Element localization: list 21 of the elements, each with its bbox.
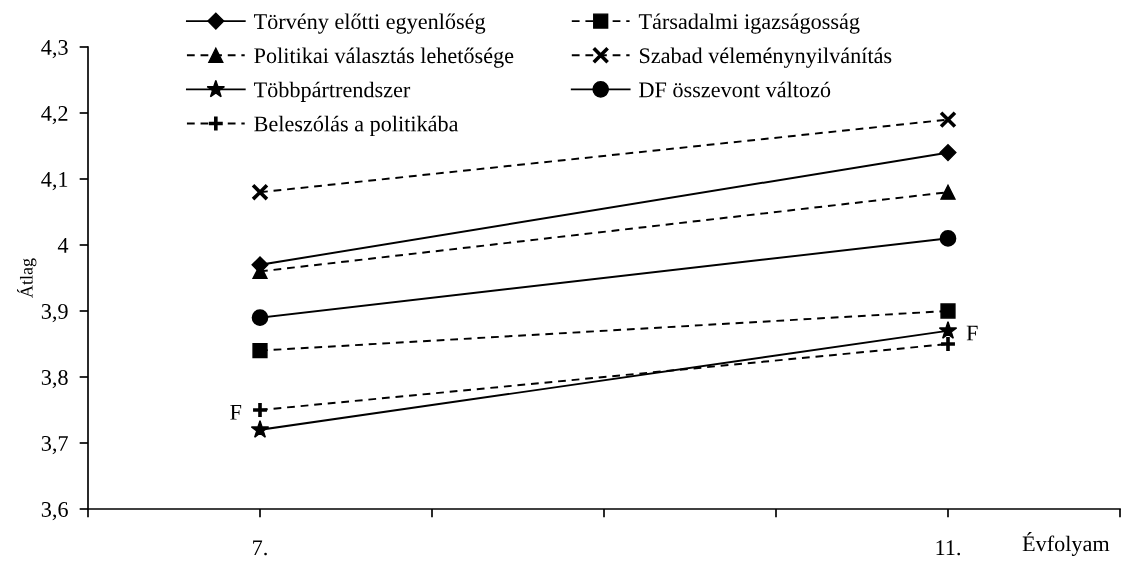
x-axis-title: Évfolyam <box>1022 532 1110 556</box>
y-tick-label: 4,2 <box>41 105 68 125</box>
legend-label: Politikai választás lehetősége <box>254 47 514 68</box>
y-tick-label: 3,9 <box>41 303 68 323</box>
y-axis-title: Átlag <box>17 258 37 298</box>
x-tick-label: 7. <box>253 540 267 556</box>
y-tick-label: 3,7 <box>41 435 68 455</box>
x-tick-label: 11. <box>936 540 961 556</box>
legend-label: Törvény előtti egyenlőség <box>254 13 486 34</box>
annotation: F <box>230 404 242 420</box>
legend-label: DF összevont változó <box>639 81 831 98</box>
legend-label: Társadalmi igazságosság <box>638 13 860 34</box>
y-tick-label: 3,8 <box>41 369 68 389</box>
y-tick-label: 4,1 <box>41 172 68 191</box>
annotation: F <box>966 325 978 341</box>
legend-label: Beleszólás a politikába <box>254 115 459 136</box>
legend-label: Szabad véleménynyilvánítás <box>639 47 892 68</box>
y-tick-label: 3,6 <box>41 501 68 521</box>
legend-label: Többpártrendszer <box>254 81 411 102</box>
y-tick-label: 4 <box>57 238 69 253</box>
y-tick-label: 4,3 <box>41 39 68 59</box>
